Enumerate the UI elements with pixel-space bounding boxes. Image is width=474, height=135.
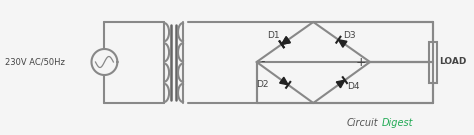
Text: 230V AC/50Hz: 230V AC/50Hz: [5, 58, 65, 67]
Polygon shape: [280, 77, 288, 85]
Bar: [428, 42, 437, 83]
Text: -: -: [261, 55, 265, 68]
Text: Circuit: Circuit: [346, 118, 378, 128]
Text: D2: D2: [256, 80, 268, 89]
Text: D1: D1: [267, 31, 280, 40]
Text: D3: D3: [343, 31, 356, 40]
Text: Digest: Digest: [381, 118, 413, 128]
Text: D4: D4: [347, 82, 360, 91]
Polygon shape: [338, 40, 347, 47]
Text: LOAD: LOAD: [439, 58, 467, 67]
Polygon shape: [282, 37, 290, 44]
Polygon shape: [337, 80, 345, 88]
Polygon shape: [282, 37, 290, 44]
Text: +: +: [356, 55, 366, 68]
